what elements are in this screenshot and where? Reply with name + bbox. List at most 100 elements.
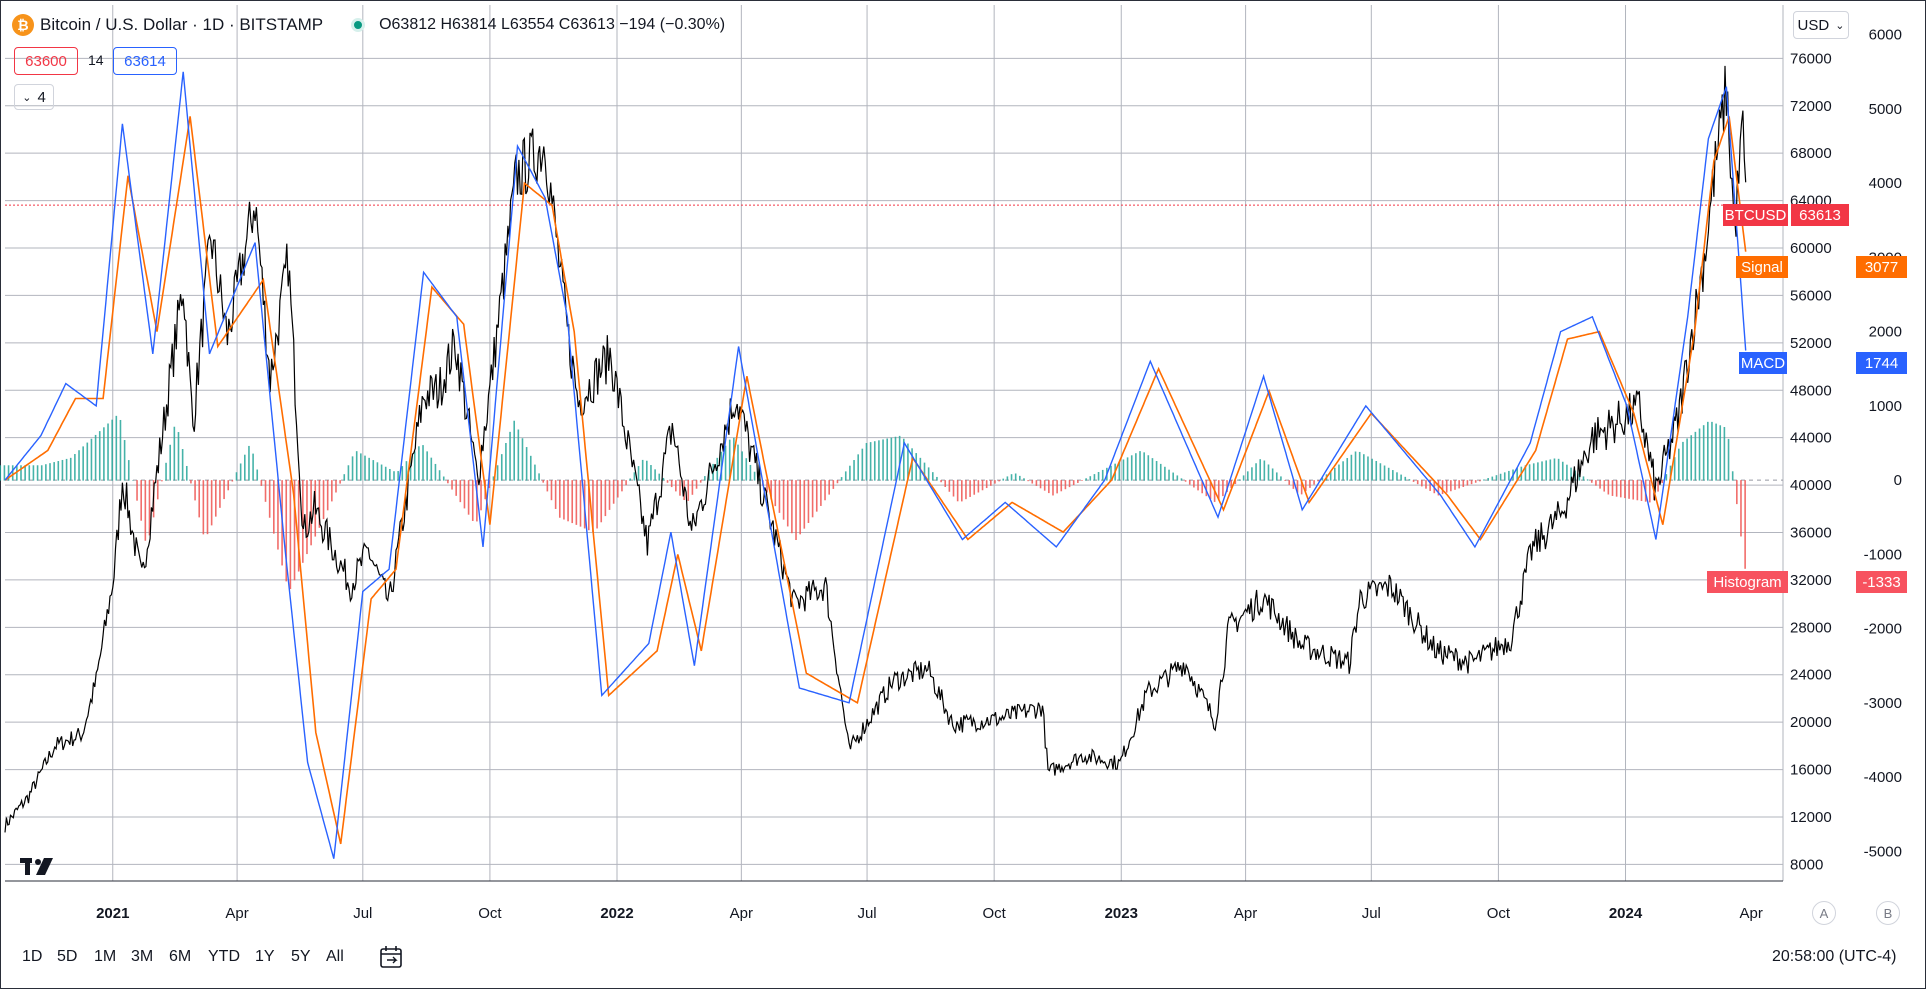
histogram-bar <box>1342 461 1344 481</box>
histogram-bar <box>389 468 391 481</box>
histogram-bar <box>592 480 594 532</box>
histogram-bar <box>882 439 884 481</box>
histogram-bar <box>1715 423 1717 481</box>
histogram-bar <box>49 463 51 481</box>
clock[interactable]: 20:58:00 (UTC-4) <box>1772 948 1897 965</box>
histogram-bar <box>774 480 777 507</box>
timeframe-6m[interactable]: 6M <box>169 948 192 965</box>
x-tick-label: 2023 <box>1105 905 1138 922</box>
histogram-bar <box>111 419 113 481</box>
histogram-bar <box>1416 480 1419 485</box>
histogram-bar <box>1197 480 1199 491</box>
histogram-bar <box>256 469 259 481</box>
histogram-bar <box>1719 425 1722 481</box>
indicator-input-slow[interactable]: 63614 <box>113 47 177 75</box>
histogram-bar <box>641 459 644 481</box>
timeframe-ytd[interactable]: YTD <box>208 948 240 965</box>
collapse-indicators-button[interactable]: ⌄ 4 <box>14 84 54 110</box>
symbol-legend[interactable]: ₿ Bitcoin / U.S. Dollar · 1D · BITSTAMP … <box>12 13 725 37</box>
histogram-bar <box>558 480 561 518</box>
signal-line <box>4 116 1747 845</box>
histogram-bar <box>3 465 6 481</box>
histogram-bar <box>1723 427 1726 481</box>
histogram-bar <box>675 480 677 492</box>
market-status-icon <box>351 18 366 32</box>
histogram-bar <box>372 460 375 481</box>
histogram-bar <box>1118 461 1121 481</box>
histogram-bar <box>119 419 122 481</box>
currency-select[interactable]: USD ⌄ <box>1793 11 1849 39</box>
timeframe-5d[interactable]: 5D <box>57 948 78 965</box>
histogram-bar <box>438 470 441 481</box>
histogram-bar <box>567 480 569 522</box>
timeframe-1y[interactable]: 1Y <box>255 948 275 965</box>
histogram-bar <box>1657 480 1659 492</box>
timeframe-3m[interactable]: 3M <box>131 948 154 965</box>
x-tick-label: Jul <box>353 905 372 922</box>
histogram-bar <box>61 459 64 481</box>
histogram-bar <box>471 480 474 521</box>
histogram-bar <box>1027 480 1029 482</box>
histogram-bar <box>563 480 565 520</box>
histogram-bar <box>364 455 366 481</box>
histogram-bar <box>633 472 636 481</box>
symbol-title[interactable]: Bitcoin / U.S. Dollar · 1D · BITSTAMP <box>40 15 324 34</box>
histogram-bar <box>1222 480 1224 497</box>
histogram-bar <box>380 464 383 481</box>
histogram-bar <box>293 480 296 581</box>
timeframe-5y[interactable]: 5Y <box>291 948 311 965</box>
x-tick-label: Jul <box>1362 905 1381 922</box>
histogram-bar <box>923 462 926 481</box>
timeframe-1m[interactable]: 1M <box>94 948 117 965</box>
histogram-bar <box>1263 460 1266 481</box>
histogram-bar <box>1421 480 1423 487</box>
histogram-bar <box>579 480 582 527</box>
histogram-bar <box>24 465 26 481</box>
histogram-bar <box>268 480 271 518</box>
histogram-bar <box>915 453 918 481</box>
histogram-bar <box>795 480 797 541</box>
histogram-bar <box>1694 431 1697 481</box>
histogram-bar <box>1570 467 1572 481</box>
histogram-bar <box>1251 467 1253 481</box>
histogram-bar <box>1678 448 1680 481</box>
histogram-bar <box>1479 480 1481 482</box>
histogram-bar <box>766 480 768 493</box>
histogram-bar <box>1139 451 1141 481</box>
histogram-bar <box>413 451 416 481</box>
histogram-bar <box>127 460 130 481</box>
histogram-bar <box>803 480 806 529</box>
histogram-bar <box>1275 472 1278 481</box>
histogram-bar <box>815 480 818 512</box>
timeframe-all[interactable]: All <box>326 948 344 965</box>
histogram-bar <box>791 480 793 534</box>
histogram-bar <box>869 442 872 481</box>
tradingview-logo <box>20 858 53 875</box>
histogram-bar <box>1304 480 1307 492</box>
histogram-bar <box>418 446 420 481</box>
histogram-bar <box>94 434 97 481</box>
histogram-bar <box>463 480 466 509</box>
histogram-bar <box>724 445 727 481</box>
histogram-bar <box>542 480 545 483</box>
indicator-input-fast[interactable]: 63600 <box>14 47 78 75</box>
price-tick-label: 56000 <box>1790 287 1832 304</box>
histogram-bar <box>844 471 847 481</box>
auto-scale-button[interactable]: A <box>1812 901 1836 925</box>
histogram-bar <box>401 466 404 481</box>
histogram-bar <box>57 461 60 481</box>
histogram-bar <box>782 480 785 520</box>
histogram-bar <box>1155 461 1158 481</box>
histogram-bar <box>1056 480 1058 494</box>
histogram-bar <box>546 480 549 492</box>
histogram-bar <box>1524 465 1527 481</box>
log-scale-button[interactable]: B <box>1876 901 1900 925</box>
timeframe-1d[interactable]: 1D <box>22 948 43 965</box>
histogram-bar <box>1744 480 1746 569</box>
histogram-bar <box>202 480 205 535</box>
histogram-bar <box>1072 480 1075 486</box>
calendar-range-icon[interactable] <box>378 944 404 970</box>
x-tick-label: Oct <box>982 905 1006 922</box>
indicator-input-length[interactable]: 14 <box>88 52 104 68</box>
